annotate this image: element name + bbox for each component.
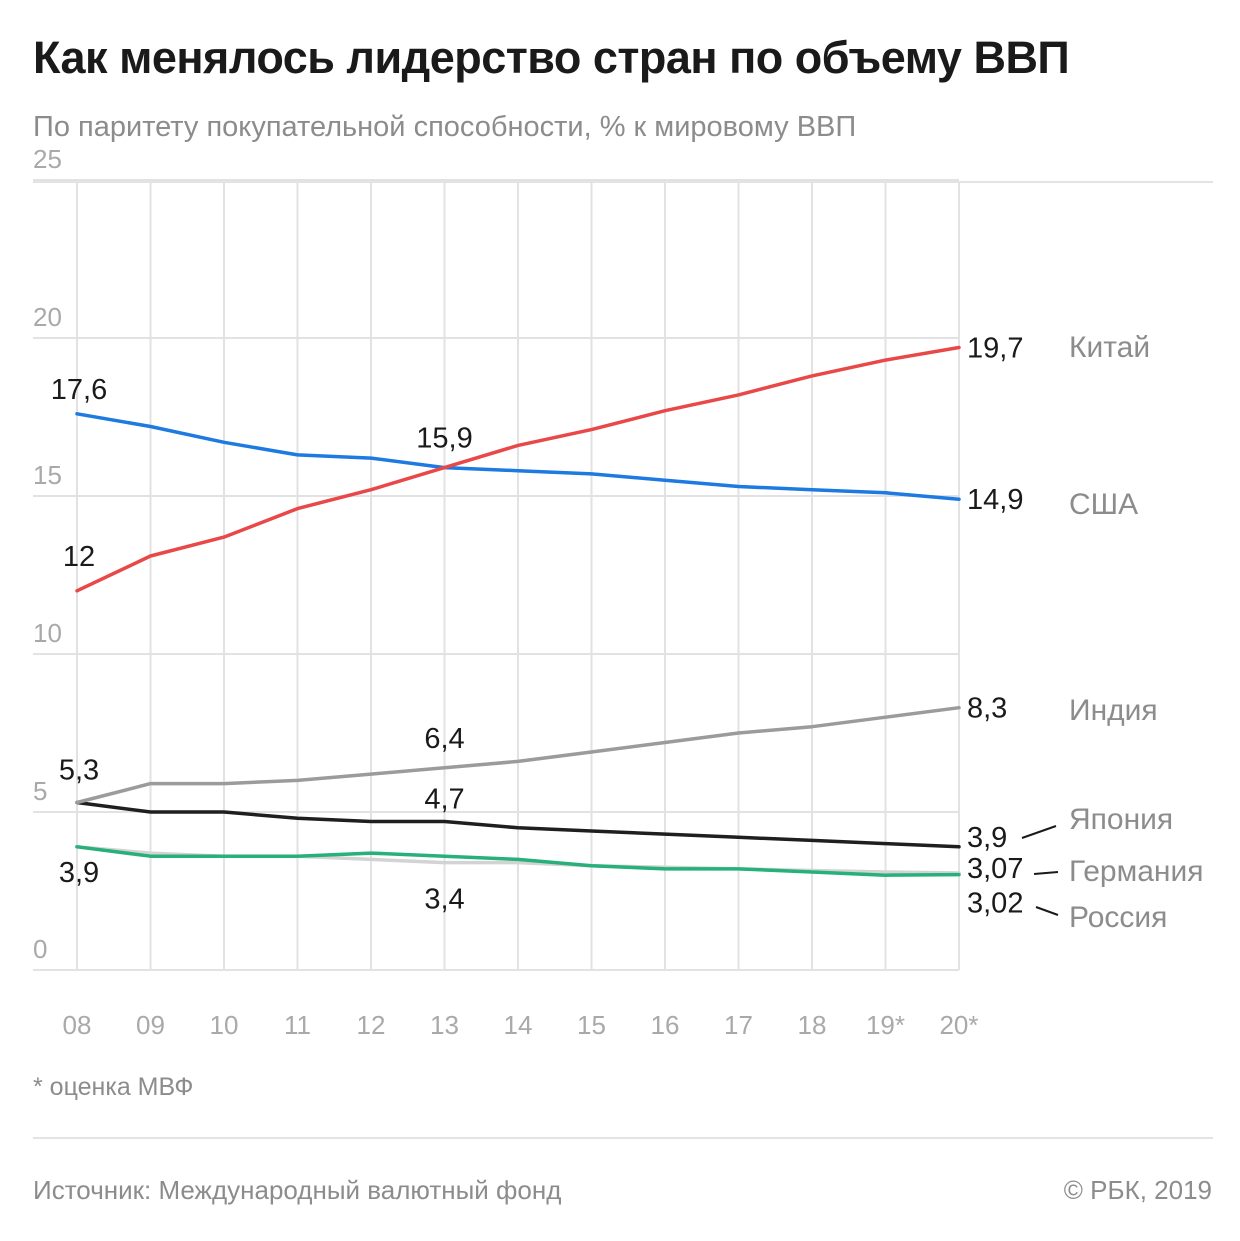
x-tick-label: 11 <box>284 1010 311 1040</box>
data-labels: 17,61215,919,714,95,36,44,73,93,48,33,93… <box>51 332 1024 919</box>
x-tick-label: 15 <box>577 1010 606 1040</box>
data-label: 14,9 <box>967 484 1023 516</box>
chart-series <box>75 345 961 877</box>
source-text: Источник: Международный валютный фонд <box>33 1175 562 1205</box>
legend-label: Китай <box>1069 331 1150 364</box>
data-label: 3,9 <box>967 822 1007 854</box>
x-axis-ticks: 08 09 10 11 12 13 14 15 16 17 18 19* 20* <box>63 1010 979 1040</box>
legend-label: Германия <box>1069 855 1204 888</box>
x-tick-label: 17 <box>724 1010 753 1040</box>
y-tick-label: 20 <box>33 302 62 332</box>
y-tick-label: 10 <box>33 618 62 648</box>
legend-leader-line <box>1033 871 1059 875</box>
data-label: 15,9 <box>416 423 472 455</box>
chart-grid <box>33 179 960 971</box>
x-tick-label: 16 <box>651 1010 680 1040</box>
chart-legend: Китай США Индия Япония Германия Россия <box>1021 331 1204 934</box>
y-axis-ticks: 0 5 10 15 20 25 <box>33 144 62 964</box>
legend-label: Индия <box>1069 694 1158 727</box>
y-tick-label: 15 <box>33 460 62 490</box>
x-tick-label: 08 <box>63 1010 92 1040</box>
data-label: 8,3 <box>967 693 1007 725</box>
x-tick-label: 09 <box>136 1010 165 1040</box>
series-line <box>75 345 961 593</box>
series-line <box>75 705 961 805</box>
legend-label: Россия <box>1069 901 1167 934</box>
x-tick-label: 12 <box>357 1010 386 1040</box>
y-tick-label: 25 <box>33 144 62 174</box>
y-tick-label: 0 <box>33 934 47 964</box>
x-tick-label: 18 <box>798 1010 827 1040</box>
x-tick-label: 20* <box>939 1010 978 1040</box>
copyright-text: © РБК, 2019 <box>1063 1175 1212 1205</box>
data-label: 12 <box>63 541 95 573</box>
data-label: 3,4 <box>424 884 464 916</box>
x-tick-label: 14 <box>504 1010 533 1040</box>
data-label: 4,7 <box>424 783 464 815</box>
x-tick-label: 19* <box>866 1010 905 1040</box>
data-label: 3,02 <box>967 888 1023 920</box>
series-line <box>75 412 961 501</box>
legend-leader-line <box>1035 906 1059 916</box>
x-tick-label: 13 <box>430 1010 459 1040</box>
y-tick-label: 5 <box>33 776 47 806</box>
data-label: 5,3 <box>59 755 99 787</box>
chart-title: Как менялось лидерство стран по объему В… <box>33 32 1070 83</box>
legend-label: США <box>1069 488 1138 521</box>
series-line <box>75 845 961 877</box>
data-label: 3,07 <box>967 853 1023 885</box>
series-line <box>75 800 961 849</box>
legend-label: Япония <box>1069 803 1173 836</box>
x-tick-label: 10 <box>210 1010 239 1040</box>
footnote: * оценка МВФ <box>33 1073 194 1101</box>
bottom-divider <box>33 1137 1213 1139</box>
data-label: 6,4 <box>424 723 464 755</box>
chart-subtitle: По паритету покупательной способности, %… <box>33 111 857 143</box>
data-label: 17,6 <box>51 374 107 406</box>
top-divider <box>33 181 1213 183</box>
legend-leader-line <box>1021 825 1057 839</box>
data-label: 19,7 <box>967 332 1023 364</box>
data-label: 3,9 <box>59 857 99 889</box>
